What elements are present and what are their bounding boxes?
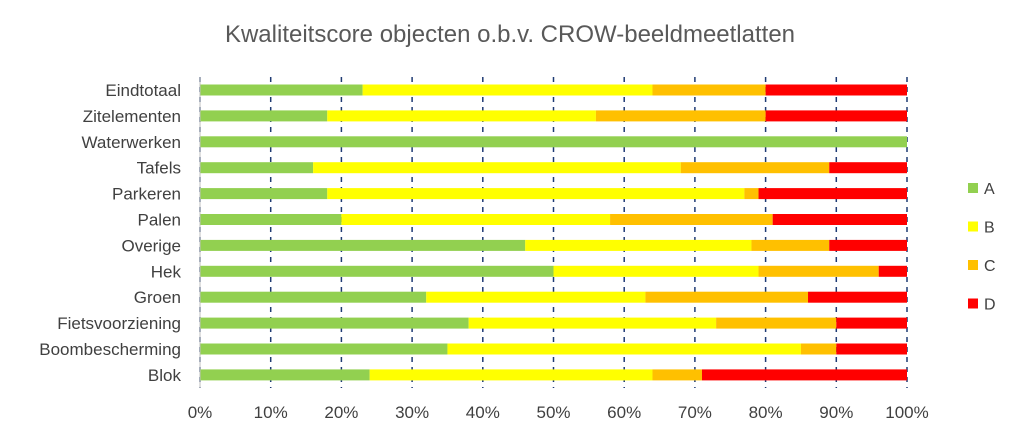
category-label: Eindtotaal <box>105 81 181 100</box>
x-tick-label: 70% <box>678 403 712 422</box>
bar-segment-b <box>313 162 681 174</box>
category-label: Overige <box>121 236 181 255</box>
bar-segment-a <box>200 84 363 96</box>
x-tick-label: 30% <box>395 403 429 422</box>
bar-segment-b <box>447 343 801 355</box>
category-label: Palen <box>138 211 181 230</box>
bar-segment-a <box>200 291 427 303</box>
category-label: Waterwerken <box>81 133 181 152</box>
bar-segment-a <box>200 239 526 251</box>
category-label: Tafels <box>137 159 181 178</box>
bar-segment-d <box>829 162 907 174</box>
category-label: Boombescherming <box>39 340 181 359</box>
category-label: Blok <box>148 366 182 385</box>
category-labels: Eindtotaal Zitelementen Waterwerken Tafels P… <box>39 81 181 385</box>
bar-segment-a <box>200 136 907 148</box>
chart-title: Kwaliteitscore objecten o.b.v. CROW-beel… <box>225 21 795 48</box>
bar-segment-b <box>362 84 653 96</box>
x-tick-label: 100% <box>885 403 928 422</box>
bar-segment-d <box>765 84 907 96</box>
legend-swatch-a <box>968 183 978 193</box>
x-tick-label: 10% <box>254 403 288 422</box>
bar-segment-d <box>772 214 907 225</box>
bar-segment-a <box>200 369 370 381</box>
grid-lines <box>199 77 908 388</box>
category-label: Parkeren <box>112 185 181 204</box>
bar-segment-c <box>800 343 837 355</box>
bar-segment-c <box>744 188 759 200</box>
legend-label: B <box>984 220 995 237</box>
bar-segment-a <box>200 162 314 174</box>
category-label: Hek <box>151 262 182 281</box>
bar-segment-a <box>200 317 469 329</box>
legend: A B C D <box>968 181 996 314</box>
bar-segment-d <box>878 265 907 277</box>
bar-segment-d <box>758 188 907 200</box>
bar-segment-a <box>200 110 328 122</box>
bar-segment-d <box>808 291 907 303</box>
x-tick-label: 90% <box>819 403 853 422</box>
legend-label: A <box>984 181 995 198</box>
bar-segment-d <box>765 110 907 122</box>
bar-segment-b <box>525 239 752 251</box>
bars <box>200 84 907 381</box>
legend-label: D <box>984 297 996 314</box>
bar-segment-b <box>327 110 596 122</box>
bar-segment-b <box>468 317 717 329</box>
bar-segment-a <box>200 188 328 200</box>
bar-segment-d <box>836 343 907 355</box>
bar-segment-b <box>341 214 611 225</box>
category-label: Groen <box>134 288 181 307</box>
bar-segment-d <box>836 317 907 329</box>
category-label: Zitelementen <box>83 107 181 126</box>
bar-segment-c <box>595 110 766 122</box>
bar-segment-b <box>369 369 653 381</box>
bar-segment-c <box>652 369 702 381</box>
bar-segment-c <box>716 317 837 329</box>
tick-labels: 0% 10% 20% 30% 40% 50% 60% 70% 80% 90% 100% <box>188 403 929 422</box>
x-tick-label: 50% <box>536 403 570 422</box>
bar-segment-c <box>652 84 766 96</box>
legend-swatch-c <box>968 260 978 270</box>
bar-segment-d <box>829 239 907 251</box>
bar-segment-c <box>610 214 773 225</box>
bar-segment-c <box>645 291 809 303</box>
bar-segment-c <box>680 162 830 174</box>
x-tick-label: 0% <box>188 403 213 422</box>
legend-swatch-b <box>968 221 978 232</box>
bar-segment-a <box>200 265 554 277</box>
x-tick-label: 80% <box>749 403 783 422</box>
bar-segment-c <box>758 265 879 277</box>
x-tick-label: 40% <box>466 403 500 422</box>
category-label: Fietsvoorziening <box>57 314 181 333</box>
x-tick-label: 20% <box>324 403 358 422</box>
legend-label: C <box>984 258 996 275</box>
bar-segment-b <box>426 291 646 303</box>
legend-swatch-d <box>968 298 978 309</box>
bar-segment-c <box>751 239 830 251</box>
bar-segment-a <box>200 214 342 225</box>
bar-segment-b <box>327 188 745 200</box>
bar-segment-d <box>701 369 907 381</box>
x-tick-label: 60% <box>607 403 641 422</box>
bar-segment-b <box>553 265 759 277</box>
bar-segment-a <box>200 343 448 355</box>
